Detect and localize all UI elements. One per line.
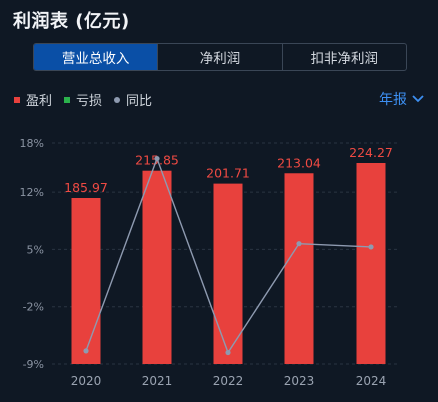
legend-label-profit: 盈利 (26, 94, 53, 109)
legend-swatch-profit (14, 96, 20, 103)
x-tick-label: 2023 (284, 374, 315, 388)
tab-total-revenue[interactable]: 营业总收入 (34, 44, 158, 70)
y-tick-label: 5% (27, 243, 44, 256)
legend-item-yoy[interactable]: 同比 (114, 90, 152, 109)
legend-item-profit[interactable]: 盈利 (14, 90, 52, 109)
x-tick-label: 2022 (213, 374, 244, 388)
x-tick-label: 2021 (142, 374, 173, 388)
x-tick-label: 2024 (356, 374, 387, 388)
yoy-point-2023 (296, 241, 302, 247)
chart-legend: 盈利 亏损 同比 (14, 90, 164, 109)
chevron-down-icon (412, 95, 424, 103)
legend-swatch-loss (64, 96, 71, 103)
y-tick-label: -9% (23, 358, 44, 371)
tab-net-profit[interactable]: 净利润 (157, 44, 281, 70)
bar-value-label: 224.27 (349, 145, 393, 160)
bar-value-label: 213.04 (277, 155, 321, 170)
legend-label-loss: 亏损 (76, 94, 103, 109)
bar-2023 (284, 173, 314, 364)
metric-tabs: 营业总收入 净利润 扣非净利润 (33, 43, 407, 71)
bar-value-label: 185.97 (64, 180, 108, 195)
y-tick-label: -2% (23, 301, 44, 314)
yoy-point-2024 (368, 244, 374, 250)
y-tick-label: 12% (20, 186, 44, 199)
legend-item-loss[interactable]: 亏损 (64, 90, 102, 109)
bar-2024 (356, 163, 386, 364)
y-tick-label: 18% (20, 137, 44, 150)
legend-swatch-yoy (114, 96, 121, 103)
legend-label-yoy: 同比 (126, 94, 153, 109)
yoy-point-2020 (83, 348, 89, 354)
tab-deducted-net-profit[interactable]: 扣非净利润 (281, 44, 406, 70)
page-title: 利润表 (亿元) (13, 11, 130, 32)
bar-2022 (213, 183, 243, 364)
bar-2020 (71, 198, 101, 364)
x-tick-label: 2020 (71, 374, 102, 388)
bar-2021 (142, 170, 172, 364)
yoy-point-2021 (154, 155, 160, 162)
bar-value-label: 201.71 (206, 166, 250, 181)
yoy-point-2022 (225, 349, 231, 356)
period-label: 年报 (379, 92, 407, 108)
period-selector[interactable]: 年报 (379, 89, 424, 109)
